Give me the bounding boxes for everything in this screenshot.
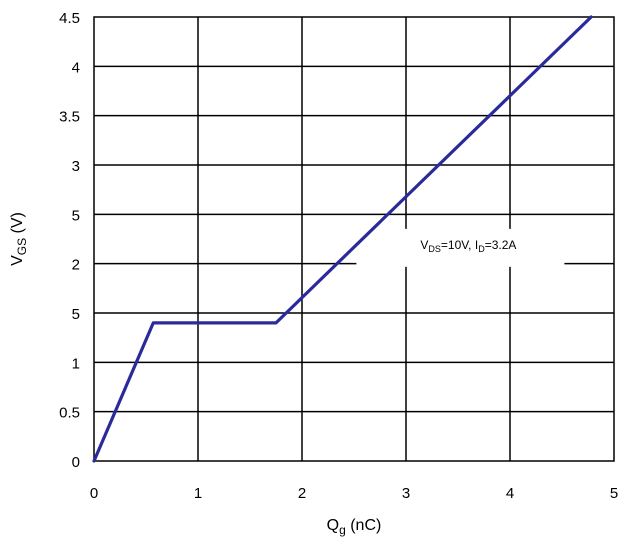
- x-tick-label: 2: [298, 485, 306, 502]
- y-tick-label: 5: [72, 207, 80, 224]
- y-tick-label: 4: [72, 59, 80, 76]
- y-axis-label: VGS (V): [9, 212, 29, 266]
- y-tick-label: 5: [72, 306, 80, 323]
- x-tick-labels: 0 1 2 3 4 5: [90, 485, 618, 502]
- x-tick-label: 0: [90, 485, 98, 502]
- y-tick-label: 3: [72, 158, 80, 175]
- annotation-text: =3.2A: [485, 238, 517, 252]
- x-axis-label-main: Q: [327, 517, 339, 534]
- x-tick-label: 3: [402, 485, 410, 502]
- grid-lines: [94, 17, 614, 461]
- x-axis-label-sub: g: [339, 523, 346, 537]
- y-tick-label: 1: [72, 355, 80, 372]
- y-tick-label: 0.5: [59, 405, 80, 422]
- annotation-background: [356, 228, 565, 267]
- annotation-subscript: D: [478, 244, 485, 254]
- y-tick-label: 0: [72, 454, 80, 471]
- annotation-text: =10V, I: [441, 238, 478, 252]
- x-axis-label: Qg (nC): [327, 517, 382, 537]
- x-tick-label: 4: [506, 485, 514, 502]
- y-tick-label: 2: [72, 257, 80, 274]
- series-group: [92, 15, 593, 463]
- y-axis-label-sub: GS: [15, 238, 29, 255]
- x-tick-label: 5: [610, 485, 618, 502]
- x-tick-label: 1: [194, 485, 202, 502]
- x-axis-label-unit: (nC): [346, 517, 382, 534]
- test-condition-annotation: VDS=10V, ID=3.2A: [420, 238, 516, 254]
- y-axis-label-unit: (V): [9, 212, 26, 238]
- y-tick-label: 3.5: [59, 109, 80, 126]
- annotation-subscript: DS: [428, 244, 441, 254]
- y-axis-label-main: V: [9, 255, 26, 266]
- annotation-text: V: [420, 238, 428, 252]
- y-tick-labels: 0 0.5 1 5 2 5 3 3.5 4 4.5: [59, 10, 80, 471]
- y-tick-label: 4.5: [59, 10, 80, 27]
- plot-frame: [93, 16, 615, 462]
- series-line-0: [92, 15, 593, 463]
